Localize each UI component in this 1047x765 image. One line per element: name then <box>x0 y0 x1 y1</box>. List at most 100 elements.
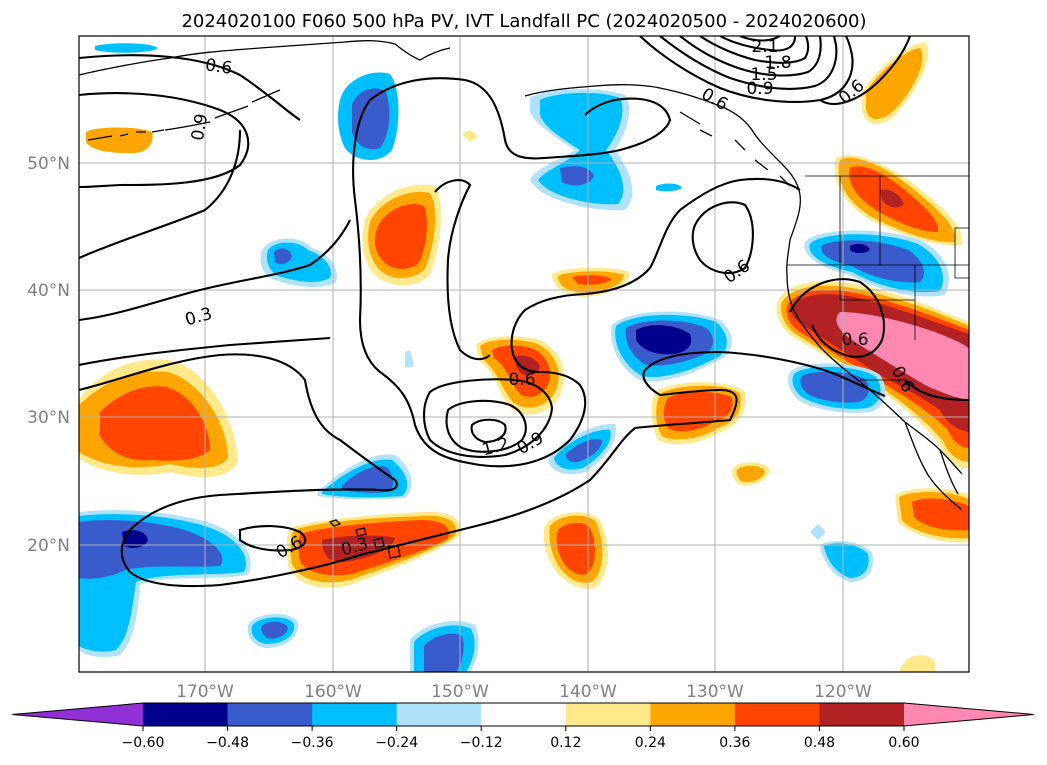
contour-label: 0.6 <box>508 370 535 390</box>
bc-islands <box>679 111 791 187</box>
lat-label: 20°N <box>27 536 70 556</box>
colorbar-extend-low <box>12 703 143 726</box>
contour-line <box>445 399 527 453</box>
colorbar: −0.60 −0.48 −0.36 −0.24 −0.12 0.12 0.24 0.36 0.4… <box>11 702 1035 751</box>
colorbar-tick-label: −0.36 <box>291 735 334 751</box>
colorbar-tick-label: 0.48 <box>804 735 835 751</box>
colorbar-segment <box>565 703 651 726</box>
pv-negative-region <box>824 543 869 578</box>
coastlines <box>79 40 969 559</box>
lon-label: 140°W <box>559 682 617 702</box>
contour-label: 0.9 <box>746 79 773 99</box>
lon-label: 160°W <box>304 682 362 702</box>
colorbar-segment <box>227 703 313 726</box>
colorbar-segment <box>734 703 820 726</box>
colorbar-segment <box>312 703 398 726</box>
contour-line <box>422 378 554 458</box>
pv-positive-region <box>86 127 153 154</box>
contour-line <box>659 36 838 90</box>
pv-positive-region <box>912 498 969 531</box>
pv-negative-region <box>636 325 692 355</box>
colorbar-segment <box>819 703 905 726</box>
latitude-labels: 50°N 40°N 30°N 20°N <box>27 154 70 556</box>
contour-line <box>639 36 854 103</box>
pv-negative-region <box>342 466 394 493</box>
contour-line <box>699 36 810 64</box>
contour-line <box>739 36 781 42</box>
contour-label: 0.9 <box>188 112 212 142</box>
contour-label: 1.8 <box>764 53 791 73</box>
southeast-alaska-coast <box>524 84 801 276</box>
pv-negative-region <box>810 524 826 540</box>
contour-line <box>79 129 242 259</box>
contour-line <box>369 77 672 160</box>
lon-label: 150°W <box>431 682 489 702</box>
contour-line <box>679 36 822 77</box>
pv-negative-region <box>850 243 870 253</box>
pv-positive-region <box>736 465 765 482</box>
aleutian-islands <box>87 89 281 141</box>
contour-label: 2.1 <box>751 37 778 57</box>
pv-shading <box>79 42 969 672</box>
pv-positive-region <box>900 655 935 672</box>
pv-positive-region <box>462 130 478 142</box>
pv-negative-region <box>424 633 464 672</box>
colorbar-segment <box>396 703 482 726</box>
baja-coast <box>904 421 963 511</box>
contour-line <box>79 92 250 189</box>
contour-label: 0.6 <box>204 55 234 79</box>
pv-negative-region <box>800 371 869 403</box>
pv-negative-region <box>79 520 223 579</box>
colorbar-extend-high <box>904 703 1034 726</box>
colorbar-tick-label: −0.48 <box>206 735 249 751</box>
colorbar-tick-label: 0.12 <box>550 735 581 751</box>
map-frame <box>78 35 970 673</box>
contour-line <box>434 179 491 361</box>
pv-positive-region <box>556 522 596 575</box>
state-borders <box>839 176 915 381</box>
pv-negative-region <box>405 350 414 368</box>
contour-line <box>904 379 969 402</box>
pv-negative-region <box>352 88 390 150</box>
contour-line <box>79 219 351 322</box>
contour-line <box>238 525 307 552</box>
pv-positive-region <box>836 312 969 400</box>
colorbar-segment <box>650 703 736 726</box>
contour-line <box>352 99 801 468</box>
pv-negative-region <box>261 621 288 639</box>
lat-label: 40°N <box>27 281 70 301</box>
lat-label: 50°N <box>27 154 70 174</box>
contour-line <box>79 336 331 367</box>
pv-positive-region <box>880 189 904 208</box>
pv-positive-region <box>374 204 427 269</box>
pv-negative-region <box>560 166 594 186</box>
pv-negative-region <box>538 92 624 205</box>
colorbar-tick-label: 0.60 <box>888 735 919 751</box>
lat-label: 30°N <box>27 408 70 428</box>
colorbar-tick-label: −0.60 <box>122 735 165 751</box>
ivt-contours <box>79 36 969 588</box>
colorbar-tick-label: 0.36 <box>719 735 750 751</box>
pv-negative-region <box>656 183 682 192</box>
colorbar-tick-label: −0.12 <box>460 735 503 751</box>
lon-label: 120°W <box>814 682 872 702</box>
contour-line <box>819 36 911 105</box>
contour-label: 1.5 <box>750 65 777 85</box>
contour-line <box>470 418 507 444</box>
longitude-labels: 170°W 160°W 150°W 140°W 130°W 120°W <box>176 682 872 702</box>
contour-line <box>79 350 886 588</box>
pv-negative-region <box>274 248 292 264</box>
map-panel: 0.6 0.9 0.3 0.6 0.6 0.6 0.9 1.2 0.6 0.3 … <box>78 35 970 673</box>
colorbar-segment <box>481 703 567 726</box>
pv-positive-region <box>100 386 210 461</box>
alaska-coast <box>79 40 451 76</box>
pv-positive-region <box>866 48 923 120</box>
colorbar-segment <box>143 703 229 726</box>
pv-negative-region <box>95 43 158 53</box>
contour-line <box>79 54 301 121</box>
contour-line <box>719 36 797 52</box>
hawaii-islands <box>328 519 401 559</box>
pv-positive-region <box>322 535 395 563</box>
colorbar-tick-label: 0.24 <box>635 735 666 751</box>
